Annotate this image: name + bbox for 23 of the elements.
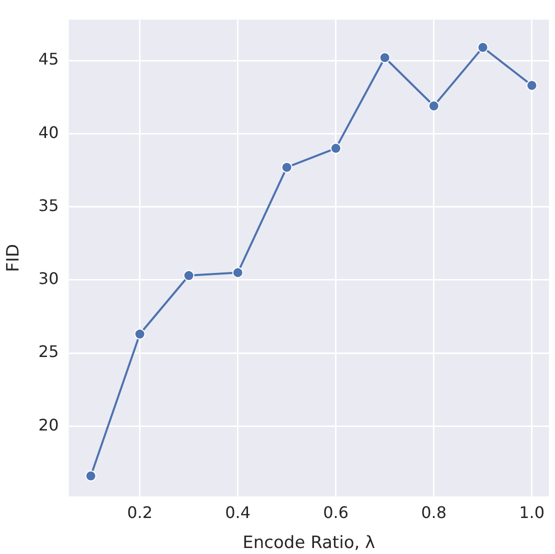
point (428, 100, 440, 112)
point (330, 142, 342, 154)
x-tick-label: 0.6 (323, 503, 349, 522)
y-tick-label: 45 (38, 50, 59, 69)
point (183, 270, 194, 282)
point (526, 80, 538, 91)
y-tick-label: 20 (38, 415, 59, 434)
y-tick-label: 40 (38, 122, 59, 142)
point (232, 267, 244, 278)
x-tick-label: 0.4 (225, 503, 251, 522)
point (85, 470, 96, 482)
x-tick-label: 0.8 (421, 503, 447, 522)
y-tick-label: 25 (38, 342, 59, 362)
point (281, 162, 292, 173)
point (477, 42, 488, 53)
x-axis-title: Encode Ratio, λ (242, 533, 376, 554)
x-tick-label: 1.0 (519, 503, 545, 522)
y-axis-title: FID (4, 244, 24, 272)
y-tick-label: 30 (38, 269, 59, 288)
x-tick-label: 0.2 (127, 503, 153, 522)
point (379, 52, 390, 64)
y-tick-label: 35 (38, 196, 59, 215)
point (134, 328, 146, 340)
